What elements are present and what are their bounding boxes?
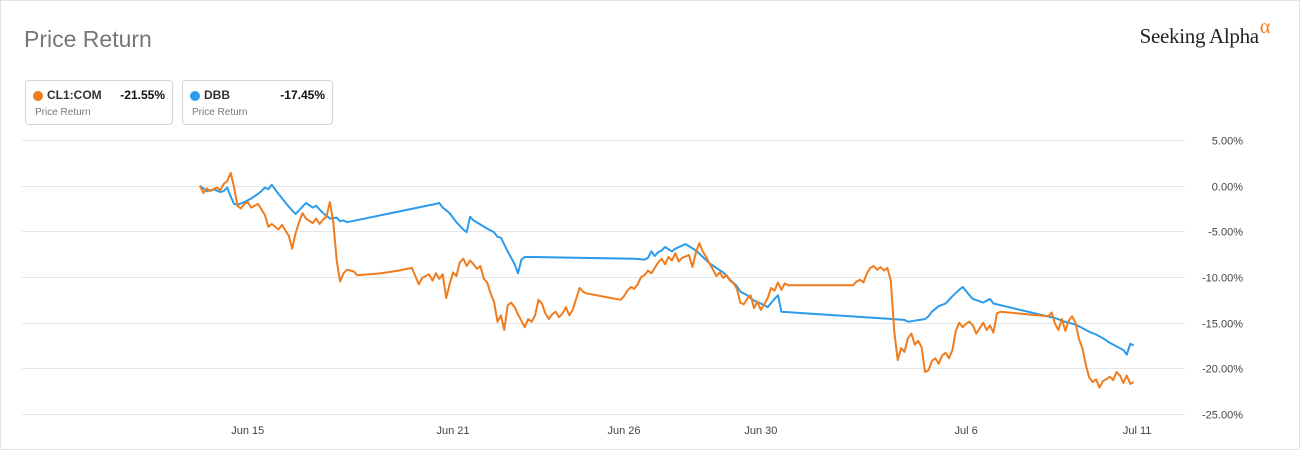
series-line-cl1-com[interactable] (198, 171, 1135, 389)
alpha-icon: α (1259, 16, 1270, 38)
x-tick-label: Jul 11 (1123, 425, 1152, 437)
legend-series-value: -21.55% (120, 88, 165, 102)
legend-card-dbb[interactable]: DBB -17.45% Price Return (182, 80, 333, 125)
brand-name: Seeking Alpha (1139, 24, 1259, 48)
x-tick-label: Jul 6 (954, 425, 977, 437)
x-axis-labels: Jun 15 Jun 21 Jun 26 Jun 30 Jul 6 Jul 11 (231, 425, 1151, 437)
brand-logo: Seeking Alphaα (1139, 16, 1271, 49)
series-lines (198, 171, 1135, 389)
x-tick-label: Jun 30 (744, 425, 777, 437)
page-title: Price Return (24, 26, 152, 52)
y-tick-label: -15.00% (1202, 319, 1243, 331)
legend-series-value: -17.45% (280, 88, 325, 102)
y-tick-label: -20.00% (1202, 364, 1243, 376)
x-tick-label: Jun 21 (436, 425, 469, 437)
y-tick-label: 5.00% (1212, 136, 1243, 148)
grid-lines (22, 140, 1185, 415)
legend-series-name: DBB (204, 88, 230, 102)
legend-card-cl1[interactable]: CL1:COM -21.55% Price Return (25, 80, 173, 125)
legend-series-label: Price Return (192, 107, 248, 118)
x-tick-label: Jun 15 (231, 425, 264, 437)
y-tick-label: -5.00% (1208, 227, 1243, 239)
y-tick-label: -10.00% (1202, 273, 1243, 285)
series-dot-icon (33, 91, 43, 101)
series-dot-icon (190, 91, 200, 101)
y-tick-label: -25.00% (1202, 410, 1243, 422)
series-line-dbb[interactable] (199, 183, 1135, 356)
x-tick-label: Jun 26 (608, 425, 641, 437)
legend-series-name: CL1:COM (47, 88, 102, 102)
legend-series-label: Price Return (35, 107, 91, 118)
y-axis-labels: 5.00% 0.00% -5.00% -10.00% -15.00% -20.00% -25… (1202, 136, 1243, 422)
y-tick-label: 0.00% (1212, 182, 1243, 194)
